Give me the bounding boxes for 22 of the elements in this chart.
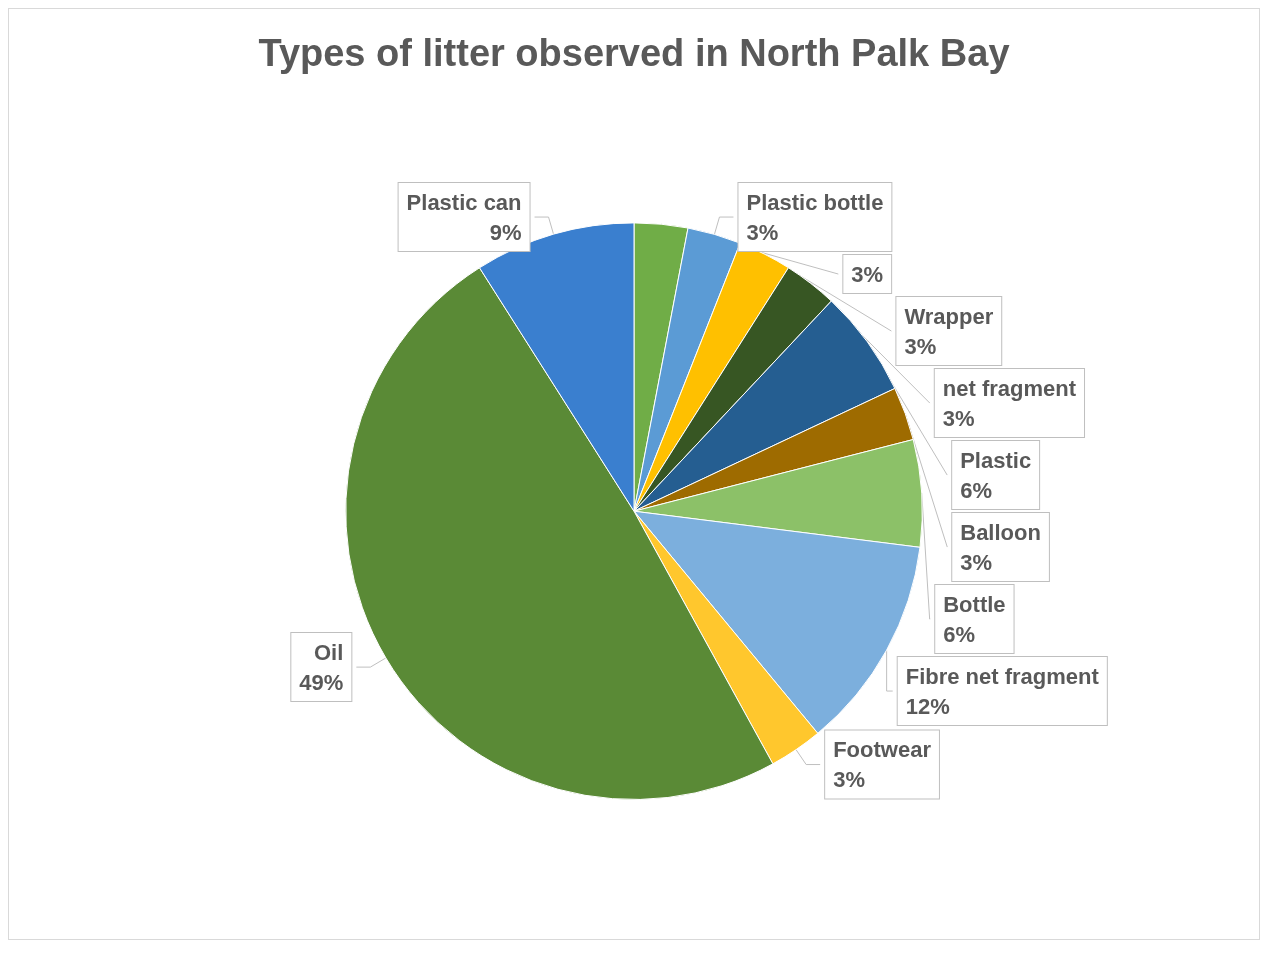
slice-label: Oil <box>314 639 344 665</box>
slice-label: net fragment <box>942 375 1077 401</box>
slice-label: Plastic bottle <box>746 189 884 215</box>
slice-label: Balloon <box>960 519 1041 545</box>
data-label: 3% <box>960 549 993 575</box>
slice-label: Plastic <box>960 447 1032 473</box>
chart-title: Types of litter observed in North Palk Bay <box>258 32 1010 74</box>
slice-label: Bottle <box>943 591 1006 617</box>
slice-label: Fibre net fragment <box>905 663 1100 689</box>
slice-label: Wrapper <box>904 303 994 329</box>
data-label: 9% <box>489 219 522 245</box>
data-label: 3% <box>904 333 937 359</box>
data-label: 6% <box>943 621 976 647</box>
data-label: 6% <box>960 477 992 503</box>
slice-label: Plastic can <box>406 189 522 215</box>
data-label: 3% <box>746 219 779 245</box>
slice-label: Footwear <box>833 737 932 763</box>
data-label: 12% <box>905 693 950 719</box>
data-label: 49% <box>299 669 344 695</box>
data-label: 3% <box>851 261 884 287</box>
data-label: 3% <box>942 405 975 431</box>
data-label: 3% <box>833 767 865 793</box>
